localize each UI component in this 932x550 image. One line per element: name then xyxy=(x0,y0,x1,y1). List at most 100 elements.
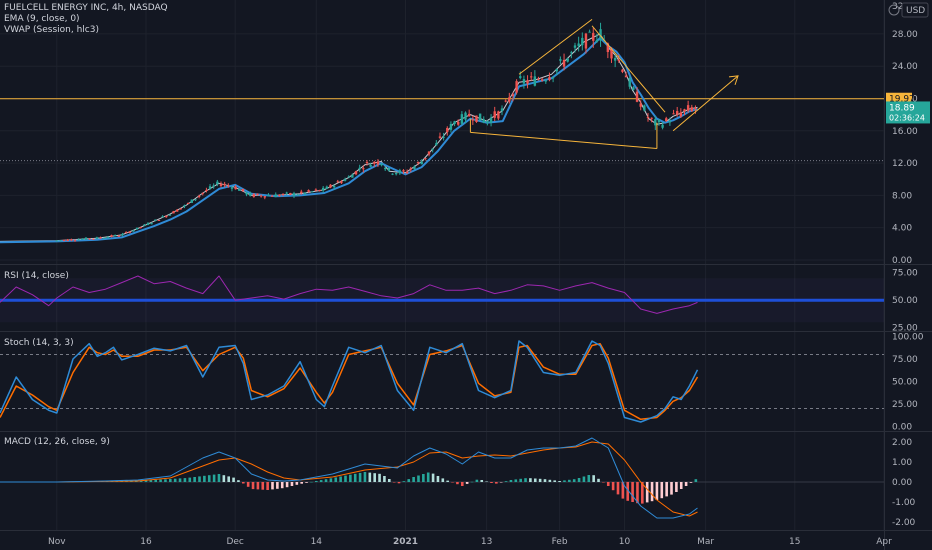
macd-histogram-bar[interactable] xyxy=(339,476,342,483)
candle-body[interactable] xyxy=(354,171,358,175)
candle-body[interactable] xyxy=(672,113,675,115)
candle-body[interactable] xyxy=(121,233,124,236)
candle-body[interactable] xyxy=(394,172,398,175)
candle-body[interactable] xyxy=(449,123,453,130)
macd-histogram-bar[interactable] xyxy=(154,479,158,482)
macd-histogram-bar[interactable] xyxy=(543,479,547,482)
candle-body[interactable] xyxy=(427,151,431,155)
candle-body[interactable] xyxy=(183,205,186,207)
candle-body[interactable] xyxy=(300,191,303,194)
candle-body[interactable] xyxy=(285,192,288,194)
candle-body[interactable] xyxy=(654,119,657,126)
macd-histogram-bar[interactable] xyxy=(285,482,289,488)
candle-body[interactable] xyxy=(113,234,117,236)
candle-body[interactable] xyxy=(150,223,153,225)
macd-histogram-bar[interactable] xyxy=(577,478,581,482)
macd-histogram-bar[interactable] xyxy=(363,472,367,482)
macd-histogram-bar[interactable] xyxy=(485,481,488,483)
candle-body[interactable] xyxy=(500,108,504,112)
macd-histogram-bar[interactable] xyxy=(280,482,284,489)
candle-body[interactable] xyxy=(281,193,285,195)
macd-legend[interactable]: MACD (12, 26, close, 9) xyxy=(4,437,110,447)
candle-body[interactable] xyxy=(303,192,307,195)
candle-body[interactable] xyxy=(157,219,161,221)
candle-body[interactable] xyxy=(624,75,628,78)
stoch-legend[interactable]: Stoch (14, 3, 3) xyxy=(4,338,74,348)
candle-body[interactable] xyxy=(650,117,653,119)
macd-histogram-bar[interactable] xyxy=(422,474,425,482)
macd-histogram-bar[interactable] xyxy=(217,474,221,482)
macd-histogram-bar[interactable] xyxy=(373,473,376,482)
macd-histogram-bar[interactable] xyxy=(314,481,318,482)
candle-body[interactable] xyxy=(486,120,489,123)
candle-body[interactable] xyxy=(446,127,449,133)
candle-body[interactable] xyxy=(321,187,325,191)
candle-body[interactable] xyxy=(165,215,168,218)
macd-histogram-bar[interactable] xyxy=(451,482,454,483)
candle-body[interactable] xyxy=(457,121,460,125)
macd-histogram-bar[interactable] xyxy=(665,482,668,497)
macd-histogram-bar[interactable] xyxy=(660,482,664,499)
macd-histogram-bar[interactable] xyxy=(251,482,255,490)
macd-histogram-bar[interactable] xyxy=(183,478,187,482)
candle-body[interactable] xyxy=(551,77,555,79)
candle-body[interactable] xyxy=(540,79,544,81)
candle-body[interactable] xyxy=(464,112,467,120)
macd-histogram-bar[interactable] xyxy=(246,482,250,487)
candle-body[interactable] xyxy=(139,226,142,228)
rsi-line[interactable] xyxy=(0,275,698,314)
macd-histogram-bar[interactable] xyxy=(271,482,274,490)
candle-body[interactable] xyxy=(197,195,201,197)
macd-histogram-bar[interactable] xyxy=(212,474,216,482)
macd-histogram-bar[interactable] xyxy=(641,482,644,504)
macd-histogram-bar[interactable] xyxy=(169,479,172,482)
macd-histogram-bar[interactable] xyxy=(232,477,235,482)
macd-histogram-bar[interactable] xyxy=(164,479,167,482)
candle-body[interactable] xyxy=(201,192,204,194)
candle-body[interactable] xyxy=(665,118,668,122)
candle-body[interactable] xyxy=(362,168,365,170)
candle-body[interactable] xyxy=(248,192,252,196)
currency-button[interactable] xyxy=(901,2,929,18)
macd-histogram-bar[interactable] xyxy=(524,478,527,482)
candle-body[interactable] xyxy=(256,193,259,196)
candle-body[interactable] xyxy=(176,209,179,212)
candle-body[interactable] xyxy=(668,120,672,123)
candle-body[interactable] xyxy=(420,161,423,165)
candle-body[interactable] xyxy=(384,167,387,170)
candle-body[interactable] xyxy=(570,52,573,54)
macd-histogram-bar[interactable] xyxy=(490,482,493,483)
macd-histogram-bar[interactable] xyxy=(684,482,688,486)
candle-body[interactable] xyxy=(530,76,533,78)
macd-histogram-bar[interactable] xyxy=(621,482,625,499)
candle-body[interactable] xyxy=(219,184,223,187)
candle-body[interactable] xyxy=(504,100,507,102)
macd-histogram-bar[interactable] xyxy=(319,480,323,482)
macd-histogram-bar[interactable] xyxy=(636,482,639,504)
candle-body[interactable] xyxy=(562,59,566,67)
stoch-k-line[interactable] xyxy=(0,340,699,423)
candle-body[interactable] xyxy=(230,187,234,189)
candle-body[interactable] xyxy=(62,239,66,241)
candle-body[interactable] xyxy=(442,136,445,138)
candle-body[interactable] xyxy=(398,170,402,174)
candle-body[interactable] xyxy=(103,237,106,239)
candle-body[interactable] xyxy=(365,161,369,163)
candle-body[interactable] xyxy=(289,193,292,195)
candle-body[interactable] xyxy=(347,176,350,178)
vwap-line[interactable] xyxy=(0,33,698,242)
candle-body[interactable] xyxy=(369,164,372,167)
macd-histogram-bar[interactable] xyxy=(499,482,503,483)
rsi-legend[interactable]: RSI (14, close) xyxy=(4,271,69,281)
candle-body[interactable] xyxy=(227,185,230,187)
macd-histogram-bar[interactable] xyxy=(587,475,591,482)
macd-histogram-bar[interactable] xyxy=(460,482,464,486)
candle-body[interactable] xyxy=(686,105,690,111)
candle-body[interactable] xyxy=(493,111,496,118)
candle-body[interactable] xyxy=(70,239,73,241)
macd-histogram-bar[interactable] xyxy=(509,480,513,482)
macd-histogram-bar[interactable] xyxy=(198,476,201,482)
candle-body[interactable] xyxy=(343,179,347,181)
macd-histogram-bar[interactable] xyxy=(397,482,401,484)
candle-body[interactable] xyxy=(690,107,693,112)
